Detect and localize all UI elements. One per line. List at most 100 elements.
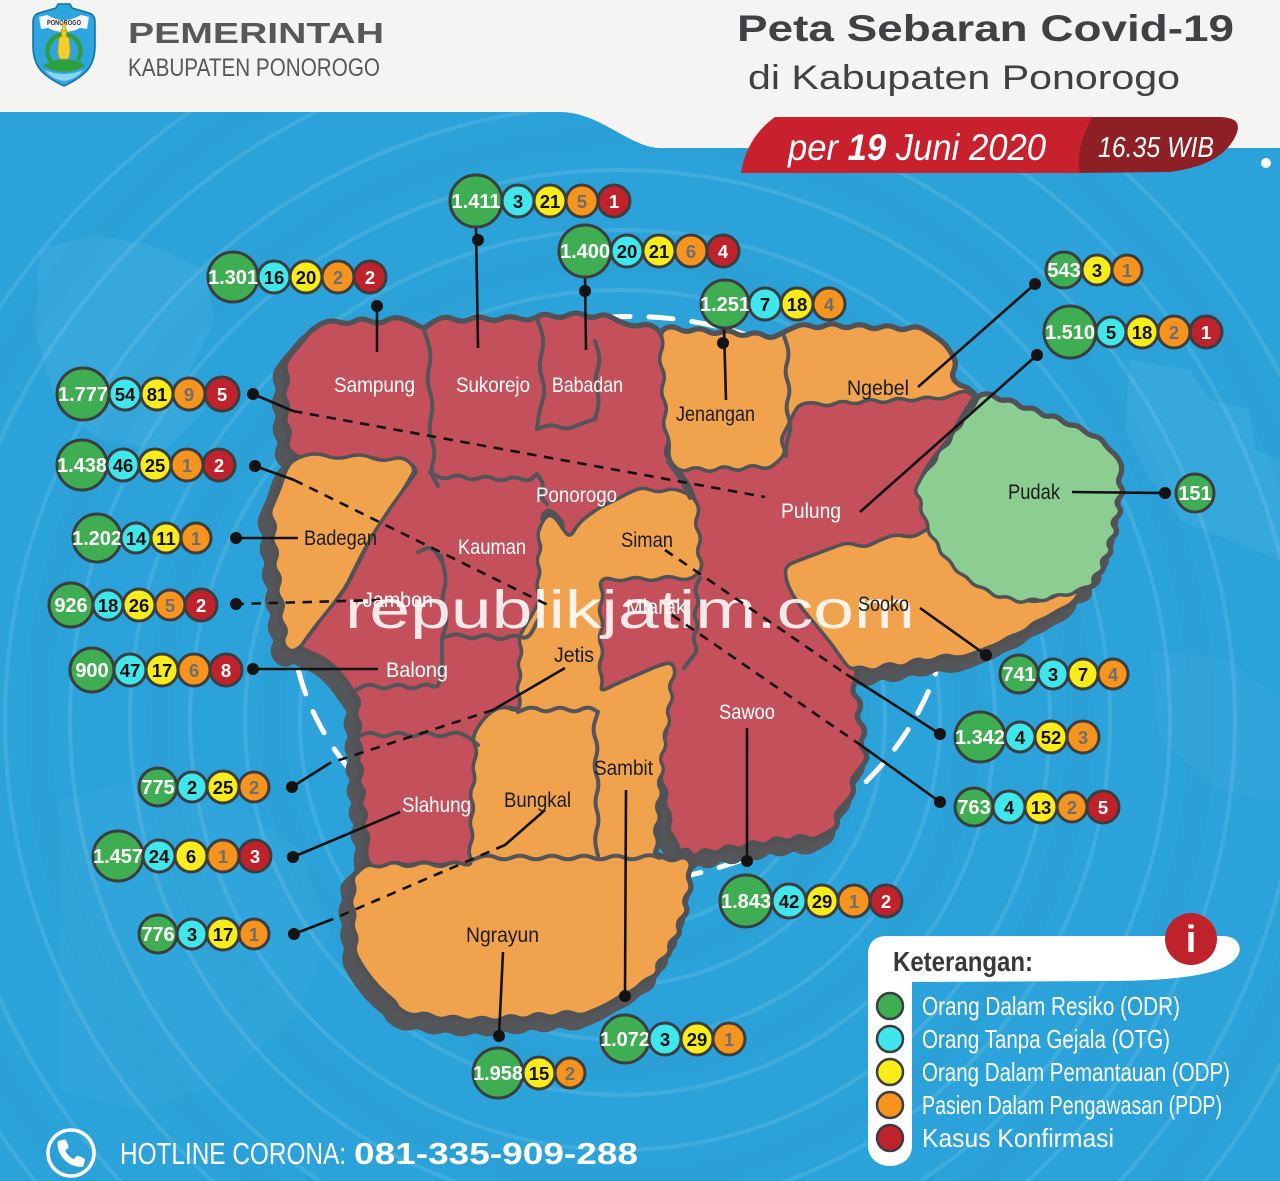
svg-text:54: 54 xyxy=(115,384,136,405)
svg-text:46: 46 xyxy=(113,455,134,476)
svg-text:7: 7 xyxy=(760,294,770,315)
svg-text:3: 3 xyxy=(1092,260,1102,281)
svg-text:7: 7 xyxy=(1078,664,1088,685)
svg-text:20: 20 xyxy=(296,267,317,288)
svg-text:3: 3 xyxy=(250,846,260,867)
svg-text:543: 543 xyxy=(1047,260,1080,282)
svg-text:6: 6 xyxy=(186,846,196,867)
svg-text:1.411: 1.411 xyxy=(452,191,501,213)
svg-text:775: 775 xyxy=(141,777,174,799)
svg-text:Kauman: Kauman xyxy=(458,536,526,559)
svg-text:2: 2 xyxy=(214,455,224,476)
svg-text:Sampung: Sampung xyxy=(334,374,415,397)
svg-text:Sooko: Sooko xyxy=(858,593,909,616)
svg-text:1.843: 1.843 xyxy=(721,891,771,913)
svg-text:Bungkal: Bungkal xyxy=(504,789,571,812)
svg-text:Orang Tanpa Gejala (OTG): Orang Tanpa Gejala (OTG) xyxy=(922,1024,1170,1054)
svg-text:6: 6 xyxy=(686,241,696,262)
svg-text:1: 1 xyxy=(1122,260,1132,281)
svg-text:Peta Sebaran Covid-19: Peta Sebaran Covid-19 xyxy=(737,8,1234,49)
svg-text:21: 21 xyxy=(649,241,670,262)
svg-text:25: 25 xyxy=(145,455,166,476)
svg-text:1: 1 xyxy=(191,528,201,549)
svg-text:081-335-909-288: 081-335-909-288 xyxy=(354,1136,638,1171)
svg-text:9: 9 xyxy=(184,384,194,405)
svg-text:2: 2 xyxy=(196,595,206,616)
svg-text:81: 81 xyxy=(147,384,168,405)
svg-text:26: 26 xyxy=(129,595,150,616)
svg-text:Jenangan: Jenangan xyxy=(676,403,755,426)
svg-text:4: 4 xyxy=(1015,727,1026,748)
svg-text:20: 20 xyxy=(617,241,638,262)
svg-text:763: 763 xyxy=(957,797,990,819)
svg-text:5: 5 xyxy=(1098,797,1108,818)
svg-text:Mlarak: Mlarak xyxy=(626,596,686,619)
svg-text:Orang Dalam Resiko (ODR): Orang Dalam Resiko (ODR) xyxy=(922,991,1180,1021)
svg-text:900: 900 xyxy=(75,660,108,682)
svg-text:5: 5 xyxy=(577,191,587,212)
svg-text:1.457: 1.457 xyxy=(93,846,143,868)
svg-text:15: 15 xyxy=(529,1063,550,1084)
svg-text:Keterangan:: Keterangan: xyxy=(893,946,1033,977)
svg-text:5: 5 xyxy=(165,595,175,616)
svg-text:i: i xyxy=(1186,919,1197,961)
svg-text:16.35 WIB: 16.35 WIB xyxy=(1098,132,1214,164)
svg-text:Ngrayun: Ngrayun xyxy=(466,924,539,947)
svg-text:PEMERINTAH: PEMERINTAH xyxy=(128,18,384,50)
svg-text:4: 4 xyxy=(1004,797,1015,818)
svg-text:18: 18 xyxy=(98,595,119,616)
svg-text:17: 17 xyxy=(152,660,173,681)
svg-text:1: 1 xyxy=(609,191,619,212)
svg-text:republikjatim.com: republikjatim.com xyxy=(345,580,915,640)
svg-text:1: 1 xyxy=(724,1029,734,1050)
svg-text:14: 14 xyxy=(126,528,147,549)
svg-text:11: 11 xyxy=(156,528,176,549)
svg-text:42: 42 xyxy=(779,891,800,912)
svg-text:Sawoo: Sawoo xyxy=(719,701,775,724)
svg-text:1.202: 1.202 xyxy=(72,528,122,550)
svg-text:29: 29 xyxy=(812,891,833,912)
svg-text:1: 1 xyxy=(849,891,859,912)
svg-text:Jambon: Jambon xyxy=(363,589,433,612)
svg-text:3: 3 xyxy=(187,924,197,945)
svg-text:1.958: 1.958 xyxy=(473,1063,523,1085)
svg-text:Siman: Siman xyxy=(621,529,673,552)
svg-text:4: 4 xyxy=(1108,664,1119,685)
svg-text:Slahung: Slahung xyxy=(402,794,471,817)
svg-text:47: 47 xyxy=(120,660,141,681)
svg-text:2: 2 xyxy=(365,267,375,288)
svg-text:3: 3 xyxy=(660,1029,670,1050)
svg-text:13: 13 xyxy=(1031,797,1052,818)
svg-text:2: 2 xyxy=(249,777,259,798)
svg-text:1: 1 xyxy=(182,455,192,476)
svg-text:17: 17 xyxy=(213,924,234,945)
svg-text:25: 25 xyxy=(213,777,234,798)
svg-text:18: 18 xyxy=(1132,322,1153,343)
svg-text:PONOROGO: PONOROGO xyxy=(47,18,81,27)
svg-text:per 19 Juni 2020: per 19 Juni 2020 xyxy=(787,127,1046,168)
svg-text:2: 2 xyxy=(1169,322,1179,343)
svg-text:2: 2 xyxy=(187,777,197,798)
svg-text:1.510: 1.510 xyxy=(1045,322,1095,344)
svg-text:24: 24 xyxy=(149,846,170,867)
svg-text:Orang Dalam Pemantauan (ODP): Orang Dalam Pemantauan (ODP) xyxy=(922,1057,1230,1087)
svg-text:Balong: Balong xyxy=(386,659,448,682)
svg-text:Badegan: Badegan xyxy=(304,527,377,550)
svg-text:4: 4 xyxy=(824,294,835,315)
svg-text:4: 4 xyxy=(718,241,729,262)
svg-text:29: 29 xyxy=(687,1029,708,1050)
svg-text:1.777: 1.777 xyxy=(58,384,108,406)
svg-text:Jetis: Jetis xyxy=(554,644,594,667)
svg-text:3: 3 xyxy=(1078,727,1088,748)
svg-text:1.342: 1.342 xyxy=(955,727,1005,749)
svg-text:8: 8 xyxy=(221,660,231,681)
svg-text:Babadan: Babadan xyxy=(552,374,623,397)
svg-text:KABUPATEN PONOROGO: KABUPATEN PONOROGO xyxy=(128,54,380,82)
svg-text:Kasus Konfirmasi: Kasus Konfirmasi xyxy=(922,1123,1114,1153)
svg-text:2: 2 xyxy=(565,1063,575,1084)
svg-text:Pulung: Pulung xyxy=(781,500,841,523)
svg-text:741: 741 xyxy=(1002,664,1035,686)
svg-text:HOTLINE CORONA:: HOTLINE CORONA: xyxy=(120,1136,346,1171)
svg-text:2: 2 xyxy=(1067,797,1077,818)
svg-text:Ponorogo: Ponorogo xyxy=(536,484,617,507)
